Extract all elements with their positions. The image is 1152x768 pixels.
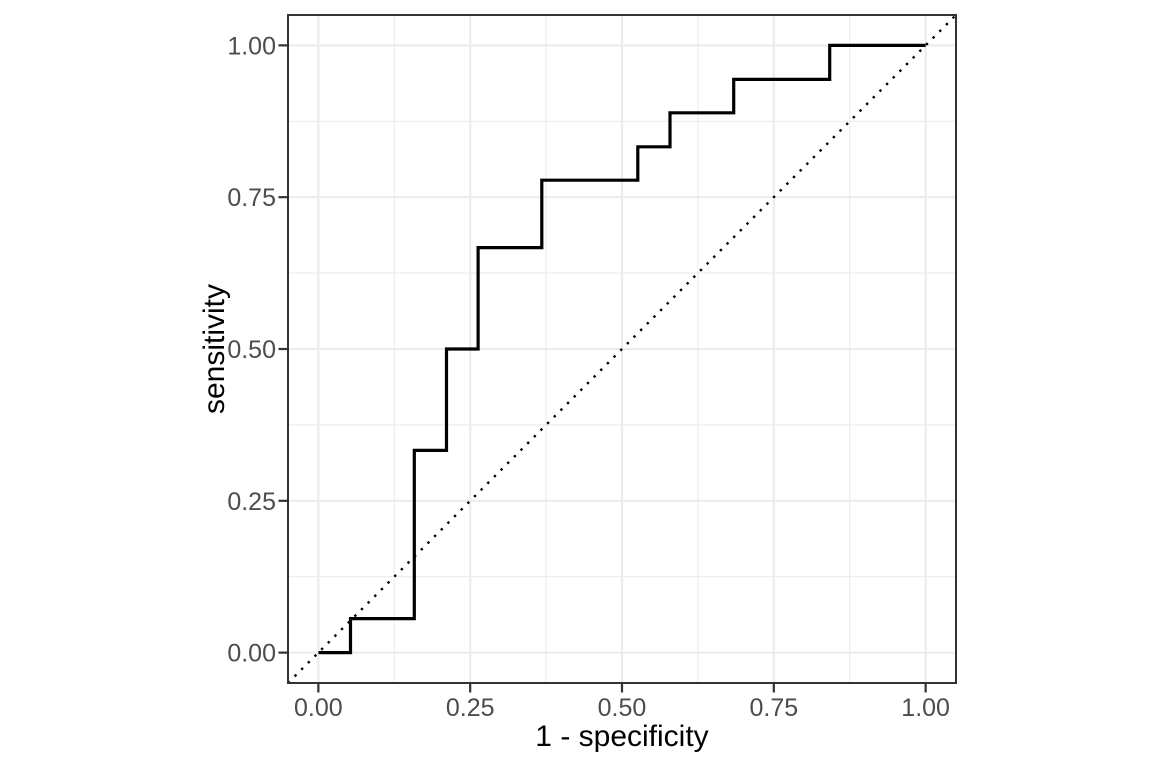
x-axis-title: 1 - specificity [535,720,709,753]
y-tick-label: 0.00 [227,640,276,668]
x-tick-label: 1.00 [901,694,950,722]
y-tick-label: 0.50 [227,336,276,364]
x-tick-label: 0.25 [446,694,495,722]
x-tick-label: 0.00 [294,694,343,722]
chance-diagonal-line [287,14,957,684]
y-tick-label: 1.00 [227,32,276,60]
y-tick-label: 0.75 [227,184,276,212]
x-tick-label: 0.75 [749,694,798,722]
roc-step-curve [318,43,926,655]
y-tick-label: 0.25 [227,488,276,516]
y-axis-title: sensitivity [198,283,231,415]
x-tick-label: 0.50 [598,694,647,722]
